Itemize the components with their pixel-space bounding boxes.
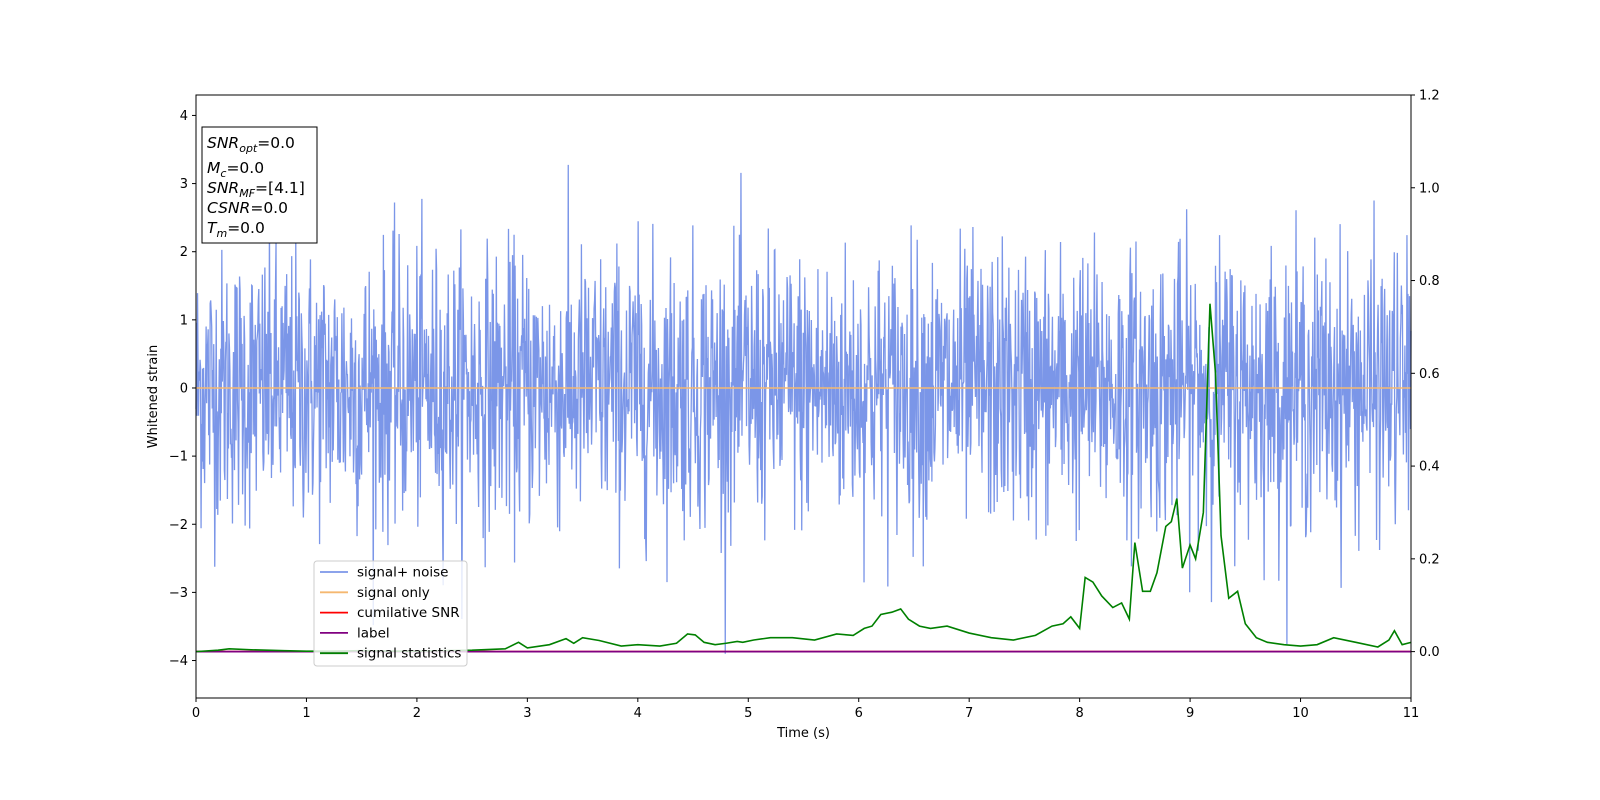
- legend-entry: label: [357, 625, 390, 641]
- y-tick-label: 0: [180, 381, 188, 396]
- y-tick-label: 2: [180, 245, 188, 260]
- x-tick-label: 9: [1186, 706, 1194, 721]
- legend-frame: [313, 560, 468, 667]
- y-tick-label: 3: [180, 177, 188, 192]
- info-line: SNRMF=[4.1]: [207, 179, 305, 200]
- x-tick-label: 2: [413, 706, 421, 721]
- y-tick-label: 4: [180, 109, 188, 124]
- info-line: Mc=0.0: [207, 159, 264, 180]
- x-tick-label: 3: [523, 706, 531, 721]
- y2-tick-label: 0.6: [1419, 367, 1440, 382]
- x-tick-label: 11: [1403, 706, 1420, 721]
- legend-entry: cumilative SNR: [357, 605, 460, 621]
- x-tick-label: 6: [855, 706, 863, 721]
- y-axis-label: Whitened strain: [146, 345, 161, 448]
- x-tick-label: 8: [1075, 706, 1083, 721]
- x-tick-label: 1: [302, 706, 310, 721]
- y2-tick-label: 0.8: [1419, 274, 1440, 289]
- x-axis-label: Time (s): [776, 726, 830, 741]
- plot-frame: [195, 94, 1412, 699]
- legend: signal+ noise signal only cumilative SNR la…: [313, 560, 468, 667]
- info-line: Tm=0.0: [207, 219, 265, 240]
- x-tick-label: 10: [1292, 706, 1309, 721]
- y-tick-label: −2: [169, 518, 188, 533]
- info-line: CSNR=0.0: [207, 199, 288, 217]
- legend-entry: signal+ noise: [357, 565, 448, 581]
- x-tick-label: 4: [634, 706, 642, 721]
- info-line: SNRopt=0.0: [207, 134, 295, 155]
- legend-entry: signal statistics: [357, 646, 461, 662]
- x-tick-label: 0: [192, 706, 200, 721]
- legend-entry: signal only: [357, 585, 430, 601]
- y-tick-label: −1: [169, 450, 188, 465]
- y2-tick-label: 1.2: [1419, 89, 1440, 104]
- y2-tick-label: 0.4: [1419, 460, 1440, 475]
- y-tick-label: −4: [169, 654, 188, 669]
- y2-tick-label: 0.0: [1419, 645, 1440, 660]
- y2-tick-label: 1.0: [1419, 181, 1440, 196]
- info-box-frame: [201, 126, 318, 244]
- x-tick-label: 7: [965, 706, 973, 721]
- axes: 0 1 2 3 4 5 6 7 8 9 10 1143210−1−2−3−41.21.00.80.60…: [169, 89, 1440, 722]
- signal-statistics-line: [195, 303, 1412, 653]
- x-tick-label: 5: [744, 706, 752, 721]
- y-tick-label: 1: [180, 313, 188, 328]
- signal-statistics-series: [195, 303, 1412, 653]
- y-tick-label: −3: [169, 586, 188, 601]
- y2-tick-label: 0.2: [1419, 552, 1440, 567]
